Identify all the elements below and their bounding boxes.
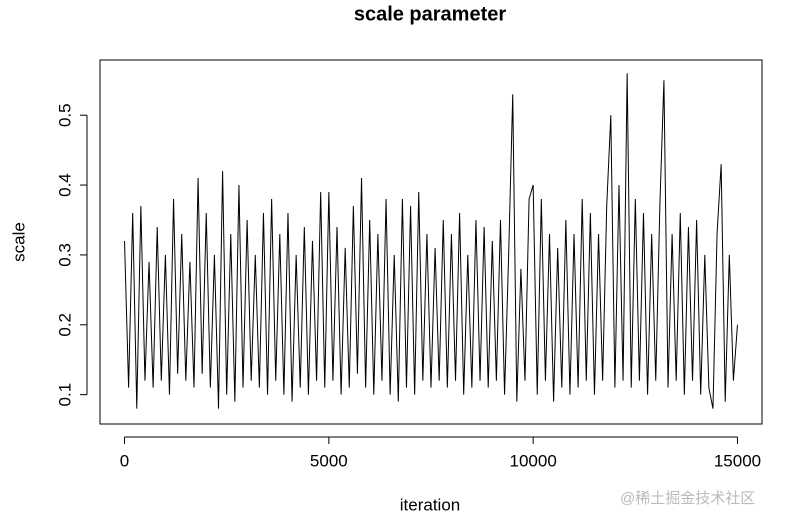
x-tick-label: 5000 [310,451,348,470]
chart-title: scale parameter [354,3,507,25]
y-tick-label: 0.4 [55,173,74,197]
x-tick-label: 0 [120,451,129,470]
trace-line [124,73,738,409]
y-tick-label: 0.1 [55,383,74,407]
plot-frame [99,59,763,425]
y-tick-label: 0.2 [55,313,74,337]
y-axis-label: scale [9,222,28,262]
x-axis-label: iteration [400,495,460,514]
y-tick-label: 0.3 [55,243,74,267]
watermark: @稀土掘金技术社区 [620,490,755,507]
x-tick-label: 10000 [510,451,557,470]
y-tick-label: 0.5 [55,103,74,127]
x-tick-label: 15000 [714,451,761,470]
